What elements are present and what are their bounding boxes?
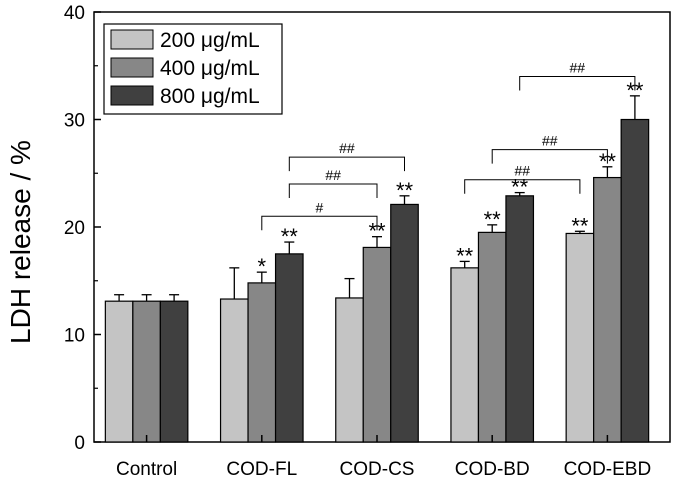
comparison-label: ##: [570, 60, 586, 76]
bar: [247, 282, 277, 443]
comparison-label: ##: [515, 163, 531, 179]
bar: [362, 246, 392, 443]
bars-layer: ******* ******** ****: [104, 78, 650, 443]
comparison-bracket: [519, 76, 636, 91]
bar: [390, 203, 419, 443]
bar: [335, 297, 364, 443]
bar: [450, 267, 480, 443]
legend-label: 400 μg/mL: [160, 57, 260, 80]
bar: [505, 195, 535, 443]
comparison-label: ##: [325, 167, 341, 183]
bar: [620, 118, 650, 443]
y-axis-title: LDH release / %: [5, 140, 36, 344]
legend: 200 μg/mL 400 μg/mL 800 μg/mL: [103, 23, 283, 115]
x-tick-label: COD-FL: [226, 459, 297, 480]
comparisons-layer: ###########: [261, 60, 636, 231]
axes-layer: 0 10 20 30 40 Control COD-FL COD-CS COD-BD COD-EB…: [64, 3, 651, 480]
x-tick-label: COD-CS: [340, 459, 415, 480]
bar: [219, 298, 249, 443]
bar: [565, 232, 595, 443]
comparison-bracket: [261, 215, 378, 231]
x-tick-label: COD-EBD: [564, 459, 652, 480]
significance-mark: **: [281, 224, 299, 249]
y-tick-label: 40: [64, 3, 85, 24]
significance-mark: **: [511, 175, 529, 200]
comparison-label: ##: [339, 140, 355, 156]
significance-mark: **: [484, 207, 502, 232]
x-tick-label: Control: [116, 459, 177, 480]
significance-mark: **: [571, 213, 589, 238]
legend-swatch: [110, 57, 154, 78]
significance-mark: **: [456, 243, 474, 268]
legend-label: 200 μg/mL: [160, 29, 260, 52]
y-tick-label: 20: [64, 218, 85, 239]
bar: [477, 231, 507, 443]
comparison-bracket: [288, 156, 405, 172]
significance-mark: **: [368, 219, 386, 244]
comparison-bracket: [464, 179, 581, 194]
comparison-bracket: [288, 183, 378, 198]
bar: [593, 176, 622, 443]
y-tick-label: 0: [74, 433, 85, 454]
bar: [132, 300, 161, 443]
comparison-bracket: [491, 149, 608, 164]
x-tick-label: COD-BD: [455, 459, 530, 480]
significance-mark: **: [396, 178, 414, 203]
significance-mark: *: [258, 254, 267, 279]
y-tick-label: 10: [64, 326, 85, 347]
legend-swatch: [110, 85, 154, 106]
comparison-label: #: [316, 199, 324, 215]
bar: [104, 300, 134, 443]
bar: [274, 253, 304, 443]
y-tick-label: 30: [64, 111, 85, 132]
bar: [159, 300, 189, 443]
legend-label: 800 μg/mL: [160, 85, 260, 108]
comparison-label: ##: [542, 133, 558, 149]
legend-swatch: [110, 29, 154, 50]
